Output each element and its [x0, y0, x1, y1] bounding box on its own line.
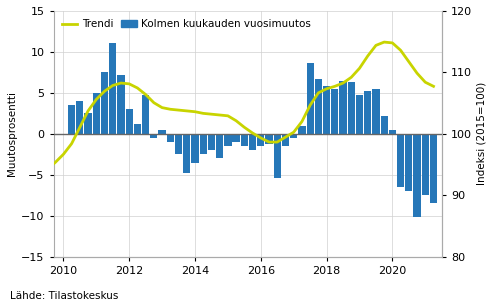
Bar [249, 134, 256, 150]
Bar [274, 134, 281, 178]
Bar [126, 109, 133, 134]
Bar [93, 93, 100, 134]
Bar [150, 134, 157, 138]
Bar [191, 134, 199, 163]
Bar [265, 134, 273, 144]
Bar [208, 134, 215, 150]
Bar [224, 134, 232, 146]
Bar [101, 72, 108, 134]
Bar [183, 134, 190, 173]
Bar [117, 75, 125, 134]
Bar [76, 101, 83, 134]
Bar [331, 89, 338, 134]
Y-axis label: Muutosprosentti: Muutosprosentti [7, 91, 17, 176]
Bar [175, 134, 182, 154]
Bar [216, 134, 223, 158]
Bar [307, 63, 314, 134]
Bar [430, 134, 437, 203]
Bar [372, 89, 380, 134]
Bar [134, 124, 141, 134]
Bar [233, 134, 240, 142]
Text: Lähde: Tilastokeskus: Lähde: Tilastokeskus [10, 291, 118, 301]
Bar [68, 105, 75, 134]
Bar [84, 113, 92, 134]
Bar [323, 86, 330, 134]
Bar [109, 43, 116, 134]
Bar [414, 134, 421, 217]
Bar [200, 134, 207, 154]
Bar [290, 134, 297, 138]
Bar [422, 134, 429, 195]
Bar [348, 82, 355, 134]
Bar [167, 134, 174, 142]
Bar [405, 134, 413, 191]
Legend: Trendi, Kolmen kuukauden vuosimuutos: Trendi, Kolmen kuukauden vuosimuutos [59, 16, 314, 33]
Bar [381, 116, 388, 134]
Bar [241, 134, 248, 146]
Bar [389, 130, 396, 134]
Bar [364, 91, 371, 134]
Bar [397, 134, 404, 187]
Bar [158, 130, 166, 134]
Bar [356, 95, 363, 134]
Bar [142, 95, 149, 134]
Bar [257, 134, 264, 146]
Bar [339, 81, 347, 134]
Bar [298, 126, 306, 134]
Bar [282, 134, 289, 146]
Bar [315, 79, 322, 134]
Y-axis label: Indeksi (2015=100): Indeksi (2015=100) [476, 82, 486, 185]
